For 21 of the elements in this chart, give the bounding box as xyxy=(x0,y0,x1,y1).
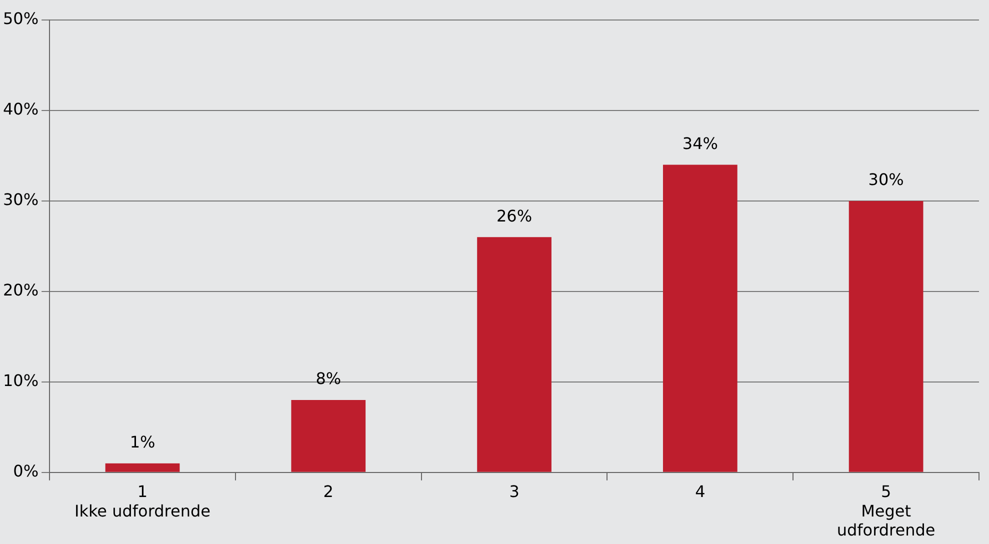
x-tick-label: 4 xyxy=(695,482,706,502)
data-label: 30% xyxy=(868,170,904,190)
bar xyxy=(291,400,366,472)
data-label: 26% xyxy=(496,206,532,226)
y-tick-label: 10% xyxy=(3,371,39,390)
x-tick-label: 3 xyxy=(509,482,520,502)
x-tick-label: 2 xyxy=(323,482,334,502)
y-tick-label: 0% xyxy=(13,462,39,481)
bar xyxy=(105,463,180,472)
data-label: 1% xyxy=(130,432,156,452)
y-tick-label: 30% xyxy=(3,190,39,210)
y-tick-label: 20% xyxy=(3,280,39,300)
y-tick-label: 50% xyxy=(3,9,39,28)
bar xyxy=(848,200,924,472)
data-label: 34% xyxy=(682,134,718,153)
x-tick-label: 1 Ikke udfordrende xyxy=(74,482,211,520)
bar xyxy=(477,237,552,472)
data-label: 8% xyxy=(316,369,342,388)
y-tick-label: 40% xyxy=(3,100,39,119)
x-tick-label: 5 Meget udfordrende xyxy=(836,482,936,540)
bar xyxy=(662,164,738,472)
